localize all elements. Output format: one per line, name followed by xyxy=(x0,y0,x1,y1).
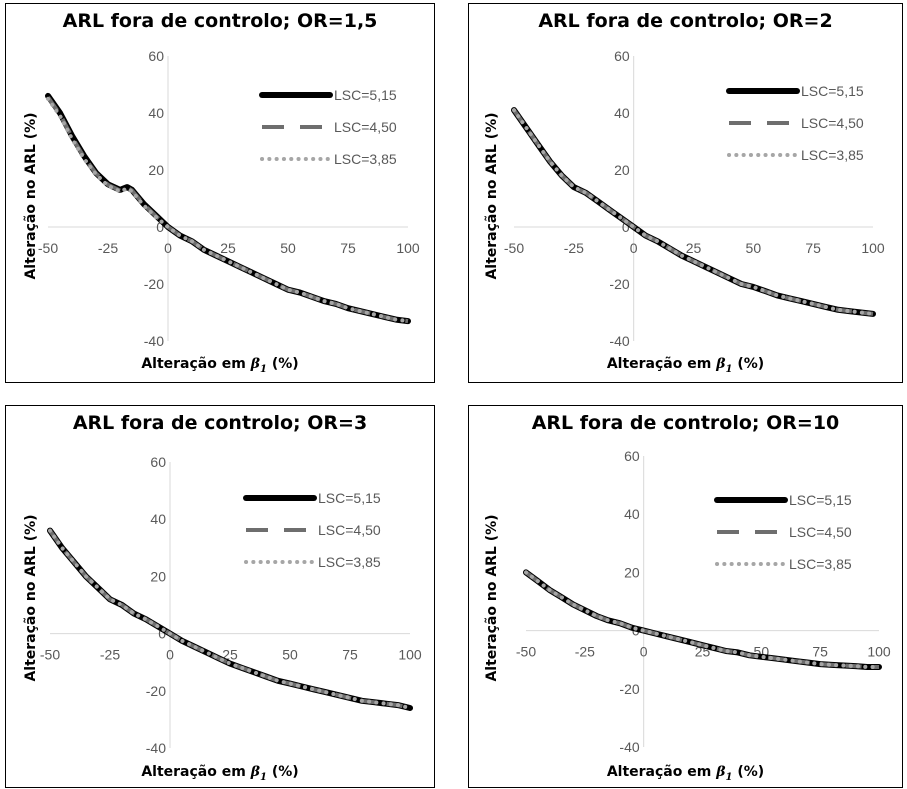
series-line xyxy=(511,107,876,317)
legend-label: LSC=4,50 xyxy=(801,115,864,131)
y-axis-title: Alteração no ARL (%) xyxy=(23,112,39,280)
y-tick-label: 60 xyxy=(150,454,166,470)
chart-title: ARL fora de controlo; OR=2 xyxy=(538,10,833,32)
y-tick-label: 20 xyxy=(148,162,164,178)
series-line xyxy=(46,96,410,324)
chart-panel-or-2: 60 40 20 0 -20 -40 -50 -25 0 25 50 75 100 LSC=5,15 LSC… xyxy=(468,3,903,383)
x-tick-label: 50 xyxy=(280,240,296,256)
y-tick-label: 40 xyxy=(150,511,166,527)
x-tick-label: 100 xyxy=(867,644,891,660)
legend-label: LSC=4,50 xyxy=(334,119,397,135)
y-tick-label: 20 xyxy=(614,162,630,178)
y-axis-title: Alteração no ARL (%) xyxy=(23,514,39,682)
x-tick-label: 75 xyxy=(812,644,828,660)
x-axis-title-text: Alteração em xyxy=(606,764,717,780)
chart-title: ARL fora de controlo; OR=3 xyxy=(72,412,368,434)
y-tick-label: 60 xyxy=(148,48,164,64)
x-axis-title-unit: (%) xyxy=(732,764,765,780)
y-tick-label: -40 xyxy=(146,740,166,756)
x-tick-label: -50 xyxy=(40,647,60,663)
y-tick-label: -20 xyxy=(619,681,639,697)
x-tick-label: 0 xyxy=(630,240,638,256)
x-tick-label: 25 xyxy=(220,240,236,256)
x-tick-label: 75 xyxy=(342,647,358,663)
chart-panel-or-1-5: 60 40 20 0 -20 -40 -50 -25 0 25 50 75 100 LSC=5,15 LSC… xyxy=(5,3,435,383)
x-axis-title: Alteração em β1 (%) xyxy=(6,764,434,783)
y-tick-label: -20 xyxy=(146,683,166,699)
series-line xyxy=(524,570,881,669)
series-line xyxy=(48,529,411,710)
x-tick-label: -25 xyxy=(98,240,118,256)
x-tick-label: 50 xyxy=(746,240,762,256)
x-tick-label: -25 xyxy=(100,647,120,663)
y-axis-title: Alteração no ARL (%) xyxy=(484,112,500,280)
beta-symbol: β1 xyxy=(250,764,267,783)
y-tick-label: 40 xyxy=(614,105,630,121)
y-tick-label: 0 xyxy=(158,626,166,642)
legend-label: LSC=4,50 xyxy=(789,524,852,540)
chart-panel-or-3: 60 40 20 0 -20 -40 -50 -25 0 25 50 75 100 LSC=5,15 LSC… xyxy=(5,405,435,788)
series-line xyxy=(512,108,874,316)
y-tick-label: -40 xyxy=(609,333,629,349)
y-tick-label: 60 xyxy=(614,48,630,64)
legend-label: LSC=5,15 xyxy=(789,492,852,508)
x-tick-label: -25 xyxy=(564,240,584,256)
x-tick-label: 25 xyxy=(686,240,702,256)
chart-plot-svg: 60 40 20 0 -20 -40 -50 -25 0 25 50 75 100 LSC=5,15 LSC… xyxy=(504,48,885,349)
x-axis-title-unit: (%) xyxy=(266,764,299,780)
x-axis-title-text: Alteração em xyxy=(141,764,251,780)
beta-symbol: β1 xyxy=(716,356,733,375)
x-tick-label: -50 xyxy=(504,240,524,256)
chart-title: ARL fora de controlo; OR=1,5 xyxy=(62,10,378,32)
x-axis-title-unit: (%) xyxy=(266,356,299,372)
legend-label: LSC=3,85 xyxy=(318,554,381,570)
legend-label: LSC=5,15 xyxy=(318,490,381,506)
legend-label: LSC=4,50 xyxy=(318,522,381,538)
series-line xyxy=(48,528,412,710)
y-tick-label: -20 xyxy=(609,276,629,292)
y-tick-label: 60 xyxy=(624,448,640,464)
x-tick-label: 0 xyxy=(164,240,172,256)
x-tick-label: -25 xyxy=(575,644,595,660)
y-tick-label: 0 xyxy=(622,219,630,235)
y-axis-title: Alteração no ARL (%) xyxy=(484,514,500,682)
beta-symbol: β1 xyxy=(716,764,733,783)
x-tick-label: 100 xyxy=(398,647,422,663)
x-tick-label: 75 xyxy=(340,240,356,256)
y-tick-label: -20 xyxy=(144,276,164,292)
x-tick-label: 100 xyxy=(861,240,885,256)
chart-title: ARL fora de controlo; OR=10 xyxy=(531,412,840,434)
x-axis-title: Alteração em β1 (%) xyxy=(6,356,434,375)
x-axis-title: Alteração em β1 (%) xyxy=(469,356,902,375)
chart-plot-svg: 60 40 20 0 -20 -40 -50 -25 0 25 50 75 100 LSC=5,15 LSC… xyxy=(38,48,420,349)
x-axis-title-unit: (%) xyxy=(732,356,765,372)
legend-label: LSC=5,15 xyxy=(801,83,864,99)
x-tick-label: 0 xyxy=(640,644,648,660)
y-tick-label: 40 xyxy=(624,506,640,522)
legend-label: LSC=3,85 xyxy=(801,147,864,163)
y-tick-label: 0 xyxy=(156,219,164,235)
x-tick-label: 50 xyxy=(282,647,298,663)
y-tick-label: -40 xyxy=(144,333,164,349)
series-line xyxy=(512,108,875,316)
x-tick-label: 100 xyxy=(396,240,420,256)
x-tick-label: 75 xyxy=(805,240,821,256)
beta-symbol: β1 xyxy=(250,356,267,375)
legend-label: LSC=5,15 xyxy=(334,87,397,103)
legend-label: LSC=3,85 xyxy=(334,151,397,167)
y-tick-label: 20 xyxy=(624,564,640,580)
x-axis-title-text: Alteração em xyxy=(606,356,717,372)
chart-panel-or-10: 60 40 20 0 -20 -40 -50 -25 0 25 50 75 100 LSC=5,15 LSC… xyxy=(468,405,903,788)
x-tick-label: -50 xyxy=(516,644,536,660)
x-axis-title-text: Alteração em xyxy=(141,356,251,372)
y-tick-label: 20 xyxy=(150,568,166,584)
legend-label: LSC=3,85 xyxy=(789,556,852,572)
y-tick-label: 40 xyxy=(148,105,164,121)
x-axis-title: Alteração em β1 (%) xyxy=(469,764,902,783)
y-tick-label: -40 xyxy=(619,739,639,755)
x-tick-label: 0 xyxy=(166,647,174,663)
x-tick-label: -50 xyxy=(38,240,58,256)
